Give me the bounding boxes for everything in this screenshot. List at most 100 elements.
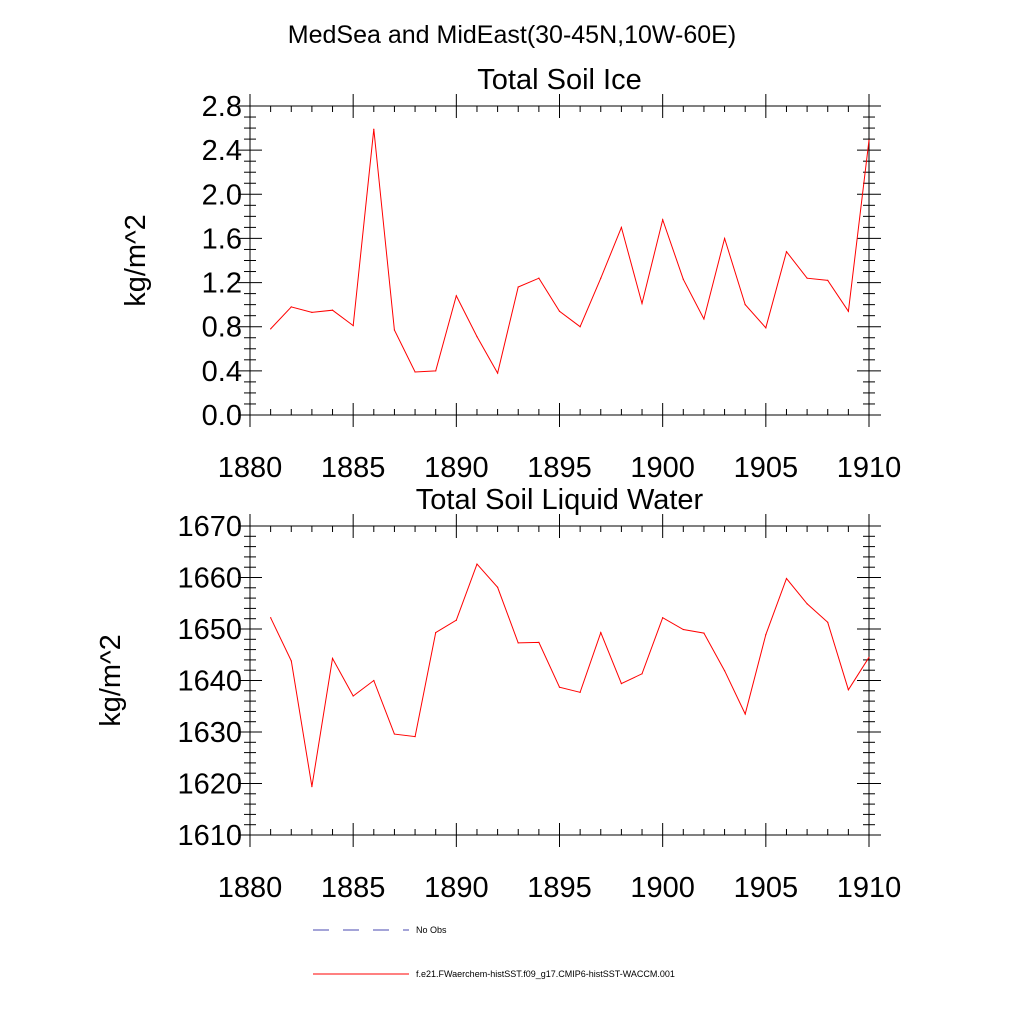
legend-entry-model-run: f.e21.FWaerchem-histSST.f09_g17.CMIP6-hi… <box>313 969 675 979</box>
plot-frame <box>249 105 870 416</box>
data-point <box>662 617 664 619</box>
y-axis-label: kg/m^2 <box>120 214 152 307</box>
data-point <box>352 695 354 697</box>
y-tick-label: 2.8 <box>202 91 242 123</box>
data-point <box>331 657 334 659</box>
data-point <box>662 219 664 221</box>
y-tick-label: 1.2 <box>202 268 242 300</box>
data-point <box>847 310 849 312</box>
data-point <box>435 370 437 372</box>
data-point <box>331 309 334 311</box>
data-point <box>414 371 416 373</box>
y-tick-label: 1620 <box>177 769 242 801</box>
data-point <box>290 660 292 662</box>
data-point <box>517 286 519 288</box>
data-point <box>641 673 643 675</box>
x-tick-label: 1890 <box>424 452 489 484</box>
data-point <box>311 311 313 313</box>
plot-frame <box>249 525 870 836</box>
chart-title: Total Soil Ice <box>477 64 641 96</box>
x-tick-label: 1905 <box>734 452 799 484</box>
data-point <box>744 713 746 715</box>
x-tick-label: 1900 <box>630 872 695 904</box>
data-point <box>827 621 829 623</box>
data-point <box>847 689 849 691</box>
data-point <box>476 563 478 565</box>
x-tick-label: 1905 <box>734 872 799 904</box>
data-point <box>641 302 643 305</box>
data-point <box>682 278 684 280</box>
x-tick-label: 1885 <box>321 872 386 904</box>
data-point <box>476 336 478 338</box>
data-point <box>620 226 623 228</box>
x-tick-label: 1900 <box>630 452 695 484</box>
data-point <box>373 128 375 130</box>
y-tick-label: 1.6 <box>202 223 242 255</box>
soil-liquid-water-panel: Total Soil Liquid Water 1880 1885 1890 1895 1… <box>95 484 901 904</box>
y-tick-label: 1610 <box>177 820 242 852</box>
y-tick-label: 0.4 <box>202 356 242 388</box>
data-point <box>765 327 767 329</box>
data-point <box>414 736 416 738</box>
x-tick-label: 1895 <box>527 452 592 484</box>
data-point <box>373 679 375 682</box>
y-tick-label: 1660 <box>177 563 242 595</box>
legend: No Obs f.e21.FWaerchem-histSST.f09_g17.C… <box>313 925 675 979</box>
x-tick-label: 1885 <box>321 452 386 484</box>
data-point <box>497 372 499 374</box>
data-point <box>517 642 519 644</box>
data-point <box>806 603 808 605</box>
data-point <box>270 617 272 619</box>
x-tick-label: 1890 <box>424 872 489 904</box>
data-point <box>723 237 726 240</box>
data-point <box>620 682 623 685</box>
y-tick-label: 1670 <box>177 511 242 543</box>
data-point <box>393 733 396 735</box>
soil-ice-panel: Total Soil Ice 1880 1885 1890 1895 1900 1905 19… <box>120 64 901 484</box>
y-tick-label: 2.4 <box>202 135 242 167</box>
data-point <box>723 670 726 672</box>
legend-entry-no-obs: No Obs <box>313 925 447 935</box>
y-tick-label: 1630 <box>177 717 242 749</box>
series-line <box>270 129 870 375</box>
y-axis-label: kg/m^2 <box>95 634 127 727</box>
data-point <box>744 304 746 306</box>
data-point <box>868 656 870 658</box>
data-point <box>270 328 272 330</box>
y-tick-label: 0.0 <box>202 400 242 432</box>
data-point <box>765 634 767 636</box>
data-point <box>579 326 581 328</box>
data-point <box>393 329 396 331</box>
data-point <box>600 632 602 634</box>
x-tick-label: 1910 <box>837 872 902 904</box>
y-tick-label: 2.0 <box>202 179 242 211</box>
x-tick-label: 1910 <box>837 452 902 484</box>
data-point <box>558 310 561 312</box>
data-point <box>579 691 581 693</box>
data-point <box>497 586 499 588</box>
data-point <box>703 318 705 320</box>
data-point <box>785 251 788 253</box>
data-point <box>703 632 705 634</box>
data-point <box>806 277 808 279</box>
data-point <box>538 641 540 643</box>
x-tick-label: 1880 <box>218 452 283 484</box>
data-point <box>455 295 457 297</box>
x-tick-label: 1880 <box>218 872 283 904</box>
data-point <box>455 619 457 621</box>
x-tick-label: 1895 <box>527 872 592 904</box>
data-point <box>558 686 561 688</box>
data-point <box>435 632 437 634</box>
data-point <box>785 577 788 580</box>
data-point <box>827 279 829 281</box>
data-point <box>868 139 870 141</box>
data-point <box>311 785 313 788</box>
y-tick-label: 1640 <box>177 666 242 698</box>
figure-suptitle: MedSea and MidEast(30-45N,10W-60E) <box>288 21 736 49</box>
legend-label-model-run: f.e21.FWaerchem-histSST.f09_g17.CMIP6-hi… <box>416 969 675 979</box>
data-point <box>290 306 292 308</box>
data-point <box>352 325 354 327</box>
data-point <box>682 628 684 631</box>
chart-title: Total Soil Liquid Water <box>416 484 704 516</box>
